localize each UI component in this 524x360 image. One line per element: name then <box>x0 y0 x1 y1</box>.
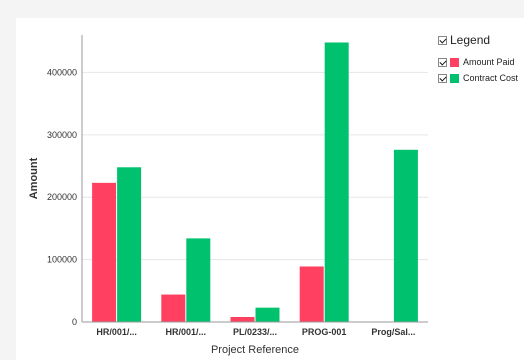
y-tick-label: 0 <box>72 317 77 327</box>
y-tick-label: 400000 <box>47 67 77 77</box>
legend-item-checkbox[interactable] <box>438 73 447 83</box>
x-tick-label: HR/001/... <box>166 327 207 337</box>
legend: Legend Amount Paid Contract Cost <box>438 32 518 86</box>
y-tick-label: 200000 <box>47 192 77 202</box>
bar-amount-paid[interactable] <box>161 294 186 322</box>
bar-contract-cost[interactable] <box>324 42 349 322</box>
legend-item-amount-paid[interactable]: Amount Paid <box>438 54 518 70</box>
bar-contract-cost[interactable] <box>255 307 280 322</box>
x-tick-label: PL/0233/... <box>233 327 277 337</box>
x-tick-labels: HR/001/... HR/001/... PL/0233/... PROG-001 P… <box>96 327 415 337</box>
legend-item-label: Amount Paid <box>463 57 515 67</box>
y-axis-label: Amount <box>28 157 40 199</box>
bar-contract-cost[interactable] <box>393 149 418 322</box>
top-band <box>0 0 524 18</box>
x-tick-label: Prog/Sal... <box>371 327 415 337</box>
x-axis-label: Project Reference <box>211 344 299 356</box>
bar-contract-cost[interactable] <box>117 167 142 322</box>
legend-item-label: Contract Cost <box>463 73 519 83</box>
y-tick-labels: 0 100000 200000 300000 400000 <box>47 67 77 327</box>
legend-header[interactable]: Legend <box>438 32 518 48</box>
legend-item-contract-cost[interactable]: Contract Cost <box>438 70 518 86</box>
bar-amount-paid[interactable] <box>92 182 117 322</box>
x-tick-label: HR/001/... <box>96 327 137 337</box>
bar-amount-paid[interactable] <box>230 317 255 322</box>
y-tick-label: 300000 <box>47 130 77 140</box>
legend-checkbox[interactable] <box>438 35 447 45</box>
axes <box>81 35 428 323</box>
x-tick-label: PROG-001 <box>302 327 347 337</box>
bars <box>92 42 418 322</box>
legend-title: Legend <box>450 33 491 47</box>
legend-swatch <box>450 57 459 67</box>
bar-amount-paid[interactable] <box>299 266 324 322</box>
legend-swatch <box>450 73 459 83</box>
y-tick-label: 100000 <box>47 255 77 265</box>
bar-contract-cost[interactable] <box>186 238 211 322</box>
legend-item-checkbox[interactable] <box>438 57 447 67</box>
